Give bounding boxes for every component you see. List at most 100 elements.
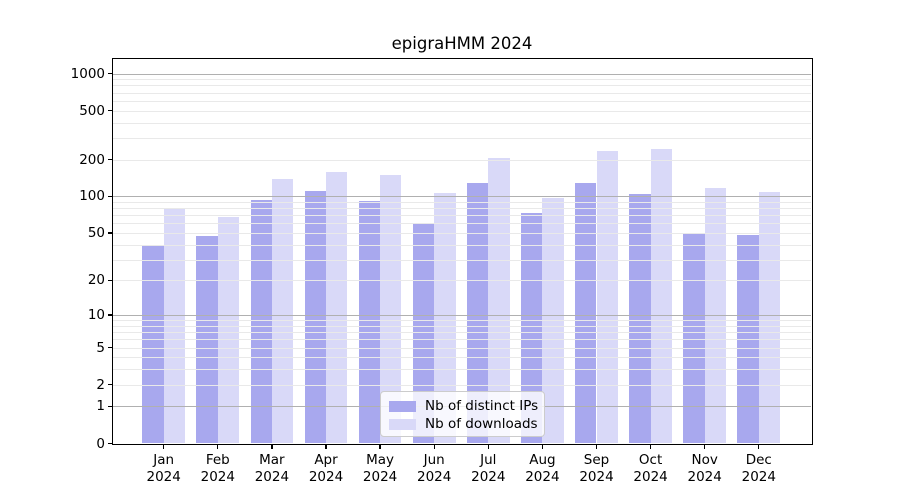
gridline-minor [113,232,811,234]
gridline-minor [113,92,811,94]
bar-downloads [488,158,510,444]
y-tick-mark [108,158,113,161]
y-tick-label: 2 [96,376,105,393]
x-tick-mark [163,444,165,449]
y-tick-label: 10 [87,307,105,324]
bar-downloads [758,192,781,444]
x-tick-label: Dec 2024 [741,452,776,485]
bar-downloads [434,193,456,444]
y-tick-mark [108,314,113,316]
x-tick-label: Feb 2024 [200,452,235,485]
y-tick-mark [108,384,113,386]
x-tick-mark [487,444,489,449]
bar-distinct-ips [412,223,435,444]
gridline-minor [113,215,811,217]
x-tick-mark [758,444,760,449]
x-tick-mark [325,444,327,449]
x-tick-mark [379,444,381,449]
y-tick-mark [108,405,113,408]
x-tick-label: Nov 2024 [687,452,722,485]
x-tick-label: Apr 2024 [308,452,344,485]
y-tick-mark [108,195,113,197]
x-tick-label: Sep 2024 [579,452,614,485]
gridline-minor [113,369,811,371]
gridline-minor [113,79,811,81]
gridline-minor [113,122,811,124]
gridline-minor [113,280,811,282]
bar-distinct-ips [521,213,543,444]
bar-distinct-ips [142,245,164,444]
x-tick-label: May 2024 [362,452,398,485]
x-tick-label: Oct 2024 [633,452,668,485]
gridline-minor [113,332,811,334]
y-tick-mark [108,346,113,349]
x-tick-label: Aug 2024 [525,452,560,485]
y-tick-mark [108,72,113,75]
y-tick-mark [108,279,113,282]
x-tick-mark [271,444,273,449]
x-tick-mark [433,444,435,449]
y-tick-label: 1 [96,398,105,415]
gridline-minor [113,159,811,161]
bar-distinct-ips [683,232,705,444]
legend-entry-downloads: Nb of downloads [389,415,538,433]
gridline-major [113,73,811,75]
y-tick-mark [108,442,113,445]
gridline-minor [113,85,811,87]
gridline-minor [113,347,811,349]
gridline-minor [113,201,811,203]
bar-downloads [217,216,240,444]
gridline-minor [113,339,811,341]
x-tick-label: Mar 2024 [254,452,290,485]
y-tick-label: 500 [79,102,105,119]
x-tick-mark [217,444,219,449]
x-tick-label: Jan 2024 [146,452,181,485]
gridline-minor [113,320,811,322]
y-tick-label: 20 [87,272,105,289]
bar-distinct-ips [304,190,326,444]
legend: Nb of distinct IPs Nb of downloads [380,391,545,437]
x-tick-mark [541,444,544,449]
gridline-major [113,315,811,317]
gridline-minor [113,357,811,359]
y-tick-label: 200 [79,151,105,168]
y-tick-mark [108,232,113,234]
gridline-major [113,196,811,198]
x-tick-mark [704,444,706,449]
bar-distinct-ips [629,193,651,444]
y-tick-label: 5 [96,339,105,356]
bar-downloads [326,172,348,444]
gridline-minor [113,325,811,327]
legend-swatch-distinct-ips [389,400,416,412]
y-tick-label: 0 [96,435,105,452]
y-tick-mark [108,109,113,112]
bar-distinct-ips [358,200,381,444]
bar-downloads [380,174,402,444]
bar-distinct-ips [575,182,597,444]
x-tick-label: Jul 2024 [471,452,506,485]
legend-label-distinct-ips: Nb of distinct IPs [425,398,539,414]
chart-title: epigraHMM 2024 [391,34,533,53]
gridline-minor [113,208,811,210]
gridline-minor [113,100,811,102]
legend-label-downloads: Nb of downloads [425,416,538,432]
y-tick-label: 1000 [70,65,105,82]
gridline-minor [113,244,811,246]
gridline-minor [113,259,811,261]
gridline-minor [113,137,811,139]
legend-swatch-downloads [389,418,416,430]
x-tick-mark [649,444,652,449]
bar-downloads [271,179,294,444]
gridline-minor [113,110,811,112]
y-tick-label: 100 [79,188,105,205]
x-tick-mark [595,444,598,449]
plot-area [113,60,811,444]
x-tick-label: Jun 2024 [417,452,452,485]
bar-distinct-ips [466,183,489,444]
legend-entry-distinct-ips: Nb of distinct IPs [389,397,539,415]
bar-downloads [596,150,618,444]
y-tick-label: 50 [87,224,105,241]
gridline-minor [113,384,811,386]
gridline-minor [113,223,811,225]
